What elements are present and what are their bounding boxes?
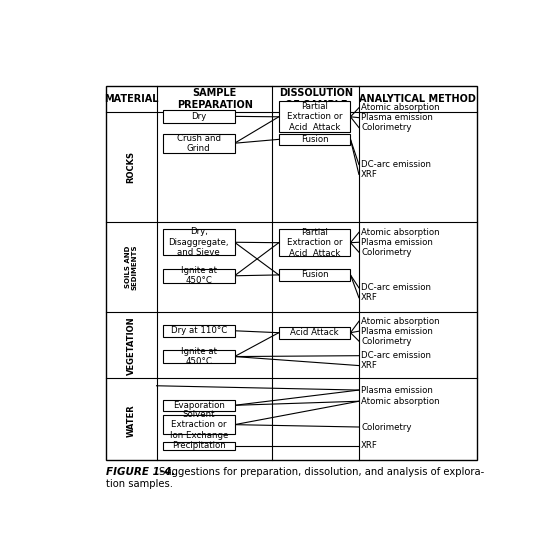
Text: Fusion: Fusion xyxy=(301,135,329,144)
Bar xyxy=(163,441,234,450)
Text: Atomic absorption: Atomic absorption xyxy=(361,228,440,237)
Text: DC-arc emission: DC-arc emission xyxy=(361,283,431,292)
Text: DISSOLUTION
OF SAMPLE: DISSOLUTION OF SAMPLE xyxy=(279,88,353,110)
Text: Partial
Extraction or
Acid  Attack: Partial Extraction or Acid Attack xyxy=(287,228,342,258)
Bar xyxy=(106,86,477,460)
Text: Acid Attack: Acid Attack xyxy=(290,328,339,337)
Bar xyxy=(163,269,234,283)
Text: DC-arc emission: DC-arc emission xyxy=(361,351,431,360)
Bar xyxy=(163,229,234,255)
Text: VEGETATION: VEGETATION xyxy=(127,316,136,374)
Text: Partial
Extraction or
Acid  Attack: Partial Extraction or Acid Attack xyxy=(287,102,342,132)
Text: ANALYTICAL METHOD: ANALYTICAL METHOD xyxy=(360,94,477,104)
Text: XRF: XRF xyxy=(361,170,378,179)
Text: SOILS AND
SEDIMENTS: SOILS AND SEDIMENTS xyxy=(125,244,138,290)
Text: Solvent
Extraction or
Ion Exchange: Solvent Extraction or Ion Exchange xyxy=(170,410,228,440)
Bar xyxy=(163,350,234,363)
Text: Precipitation: Precipitation xyxy=(172,441,226,450)
Text: XRF: XRF xyxy=(361,293,378,302)
Text: Colorimetry: Colorimetry xyxy=(361,123,411,132)
Bar xyxy=(163,110,234,123)
Text: XRF: XRF xyxy=(361,441,378,450)
Bar xyxy=(163,325,234,337)
Text: Evaporation: Evaporation xyxy=(173,401,225,410)
Text: Dry at 110°C: Dry at 110°C xyxy=(171,326,227,335)
Text: Colorimetry: Colorimetry xyxy=(361,422,411,431)
Bar xyxy=(163,133,234,153)
Text: Colorimetry: Colorimetry xyxy=(361,336,411,345)
Bar xyxy=(279,133,350,145)
Text: Suggestions for preparation, dissolution, and analysis of explora-: Suggestions for preparation, dissolution… xyxy=(159,466,484,477)
Text: SAMPLE
PREPARATION: SAMPLE PREPARATION xyxy=(177,88,252,110)
Text: Atomic absorption: Atomic absorption xyxy=(361,397,440,406)
Text: Ignite at
450°C: Ignite at 450°C xyxy=(181,347,217,366)
Text: Dry: Dry xyxy=(191,112,206,121)
Text: Atomic absorption: Atomic absorption xyxy=(361,317,440,326)
Text: Colorimetry: Colorimetry xyxy=(361,248,411,257)
Text: DC-arc emission: DC-arc emission xyxy=(361,160,431,169)
Text: Ignite at
450°C: Ignite at 450°C xyxy=(181,266,217,286)
Text: Plasma emission: Plasma emission xyxy=(361,386,433,395)
Text: tion samples.: tion samples. xyxy=(106,479,173,489)
Text: Crush and
Grind: Crush and Grind xyxy=(177,133,221,153)
Text: Atomic absorption: Atomic absorption xyxy=(361,103,440,112)
Text: ROCKS: ROCKS xyxy=(127,151,136,182)
Text: Plasma emission: Plasma emission xyxy=(361,326,433,336)
Bar xyxy=(279,327,350,339)
Bar xyxy=(163,415,234,434)
Text: XRF: XRF xyxy=(361,361,378,370)
Text: Fusion: Fusion xyxy=(301,271,329,280)
Text: Dry,
Disaggregate,
and Sieve: Dry, Disaggregate, and Sieve xyxy=(169,227,229,257)
Text: WATER: WATER xyxy=(127,404,136,436)
Text: Plasma emission: Plasma emission xyxy=(361,238,433,247)
Bar xyxy=(279,269,350,281)
Bar xyxy=(163,400,234,411)
Bar xyxy=(279,229,350,256)
Bar xyxy=(279,102,350,132)
Text: MATERIAL: MATERIAL xyxy=(104,94,158,104)
Text: Plasma emission: Plasma emission xyxy=(361,113,433,122)
Text: FIGURE 1-4.: FIGURE 1-4. xyxy=(106,466,175,477)
